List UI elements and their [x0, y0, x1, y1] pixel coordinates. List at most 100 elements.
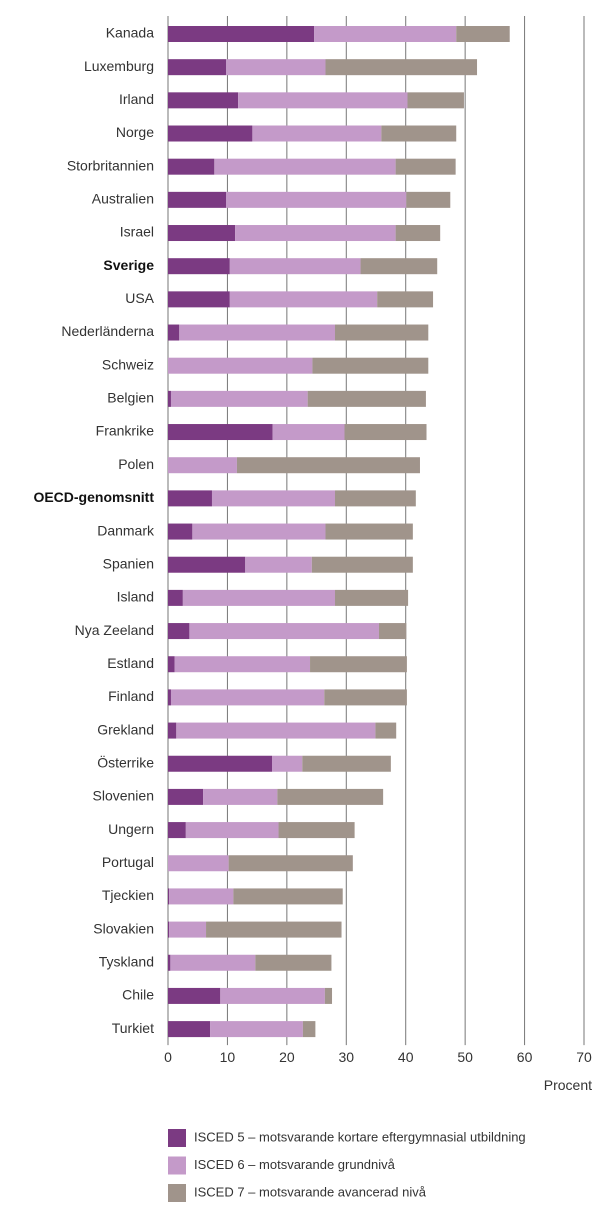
bar-segment — [272, 755, 303, 772]
y-tick-label: Slovakien — [93, 920, 154, 936]
bar-segment — [307, 390, 426, 407]
x-tick-label: 20 — [279, 1049, 295, 1065]
bar-segment — [170, 390, 308, 407]
bar-segment — [168, 623, 190, 640]
bar-segment — [233, 888, 343, 905]
bar-segment — [344, 424, 427, 441]
bar-segment — [378, 623, 407, 640]
x-tick-label: 0 — [164, 1049, 172, 1065]
bar-segment — [252, 125, 382, 142]
bar-segment — [210, 1021, 303, 1038]
legend-swatch — [168, 1129, 186, 1147]
bar-segment — [168, 291, 230, 308]
bar-segment — [168, 258, 230, 275]
bar-segment — [168, 324, 180, 341]
y-tick-label: Island — [117, 589, 154, 605]
y-tick-label: Norge — [116, 124, 154, 140]
y-tick-label: Irland — [119, 91, 154, 107]
bar-segment — [174, 656, 311, 673]
y-tick-label: Israel — [120, 224, 154, 240]
y-tick-label: Ungern — [108, 821, 154, 837]
bar-segment — [278, 822, 355, 839]
bar-segment — [168, 191, 227, 208]
bar-segment — [229, 258, 361, 275]
bar-segment — [168, 59, 227, 76]
bar-segment — [170, 954, 256, 971]
y-tick-label: Polen — [118, 456, 154, 472]
bar-segment — [168, 888, 170, 905]
bar-segment — [168, 656, 175, 673]
y-tick-label: Belgien — [107, 390, 154, 406]
y-tick-label: Sverige — [103, 257, 154, 273]
bar-segment — [381, 125, 457, 142]
bar-segment — [168, 954, 171, 971]
bar-segment — [168, 357, 313, 374]
bar-segment — [375, 722, 397, 739]
y-tick-label: Turkiet — [112, 1020, 154, 1036]
bar-segment — [245, 556, 312, 573]
bar-segment — [185, 822, 279, 839]
bar-segment — [169, 921, 207, 938]
bar-segment — [168, 1021, 211, 1038]
bar-segment — [168, 225, 236, 242]
legend-label: ISCED 7 – motsvarande avancerad nivå — [194, 1184, 427, 1199]
y-tick-label: Portugal — [102, 854, 154, 870]
y-tick-label: Danmark — [97, 522, 155, 538]
y-tick-label: Storbritannien — [67, 157, 154, 173]
bar-segment — [168, 589, 183, 606]
bar-segment — [168, 92, 239, 109]
bar-segment — [238, 92, 408, 109]
x-tick-label: 40 — [398, 1049, 414, 1065]
bar-segment — [206, 921, 342, 938]
bar-segment — [277, 788, 384, 805]
bar-segment — [168, 556, 246, 573]
bar-segment — [168, 689, 171, 706]
bar-segment — [169, 888, 234, 905]
y-tick-label: Kanada — [106, 25, 154, 41]
bar-segment — [192, 523, 326, 540]
legend-swatch — [168, 1184, 186, 1202]
bar-segment — [214, 158, 396, 175]
y-tick-label: OECD-genomsnitt — [33, 489, 154, 505]
bar-segment — [325, 59, 478, 76]
bar-segment — [236, 457, 420, 474]
bar-segment — [179, 324, 335, 341]
bar-segment — [168, 424, 273, 441]
bar-segment — [334, 589, 409, 606]
x-tick-label: 50 — [457, 1049, 473, 1065]
bar-segment — [229, 291, 378, 308]
bar-segment — [377, 291, 434, 308]
bar-segment — [168, 457, 237, 474]
bar-segment — [211, 490, 335, 507]
y-tick-label: Nederländerna — [61, 323, 154, 339]
bar-segment — [168, 921, 170, 938]
legend-swatch — [168, 1156, 186, 1175]
bar-segment — [395, 158, 456, 175]
y-tick-label: Estland — [107, 655, 154, 671]
bar-segment — [168, 158, 215, 175]
bar-segment — [226, 59, 326, 76]
bar-segment — [176, 722, 376, 739]
bar-segment — [168, 490, 212, 507]
bar-segment — [456, 26, 510, 42]
y-tick-label: Slovenien — [93, 788, 155, 804]
bar-segment — [168, 987, 221, 1004]
bar-segment — [325, 523, 413, 540]
bar-segment — [255, 954, 332, 971]
bar-segment — [168, 26, 315, 42]
bar-segment — [203, 788, 278, 805]
y-tick-label: Luxemburg — [84, 58, 154, 74]
legend-label: ISCED 5 – motsvarande kortare eftergymna… — [194, 1129, 526, 1144]
bar-segment — [168, 722, 177, 739]
bar-segment — [334, 490, 416, 507]
y-tick-label: Australien — [92, 191, 154, 207]
bar-segment — [168, 788, 204, 805]
x-tick-label: 70 — [576, 1049, 592, 1065]
bar-segment — [228, 855, 353, 872]
y-tick-label: Finland — [108, 688, 154, 704]
bar-segment — [312, 357, 429, 374]
x-tick-label: 10 — [220, 1049, 236, 1065]
bar-segment — [310, 656, 407, 673]
y-tick-label: Tjeckien — [102, 887, 154, 903]
bar-segment — [168, 390, 171, 407]
